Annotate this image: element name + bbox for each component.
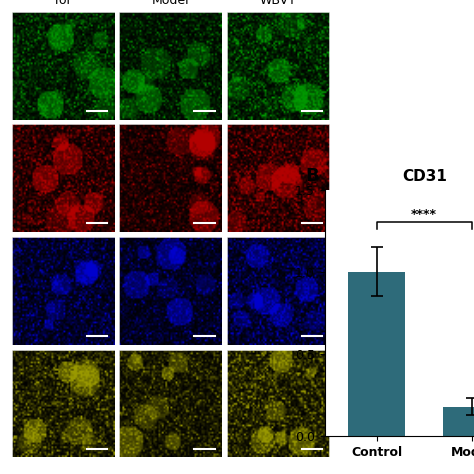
- Text: B: B: [306, 167, 319, 185]
- Title: CD31: CD31: [402, 169, 447, 184]
- Text: rol: rol: [55, 0, 71, 7]
- Text: WBVT: WBVT: [260, 0, 297, 7]
- Bar: [348, 272, 405, 436]
- Text: ****: ****: [411, 208, 437, 221]
- Text: Model: Model: [152, 0, 190, 7]
- Bar: [443, 407, 474, 436]
